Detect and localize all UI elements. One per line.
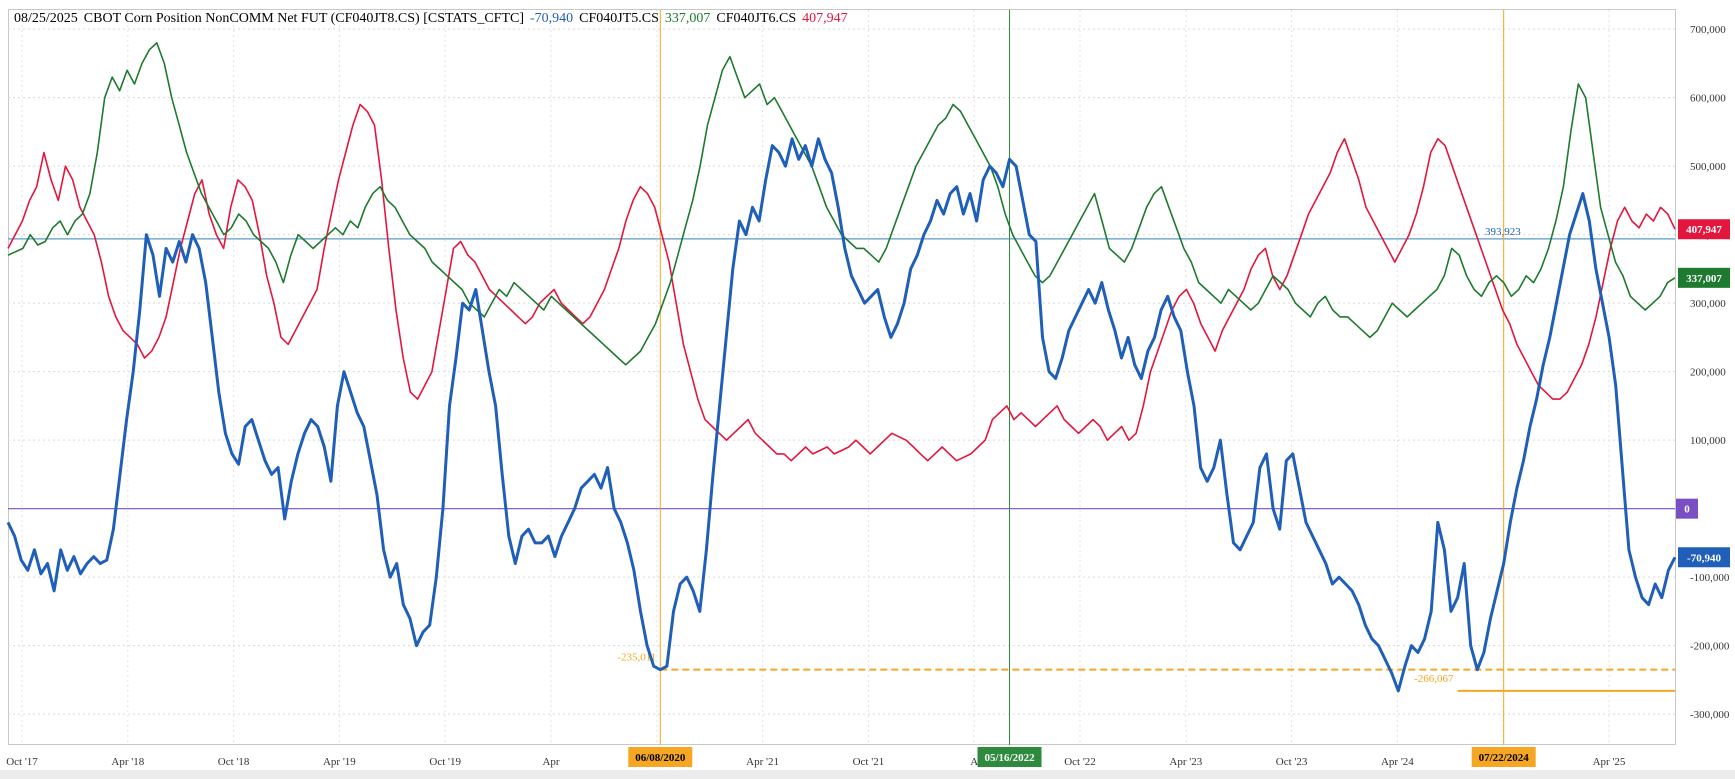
y-tick-label: 500,000: [1690, 161, 1726, 173]
x-tick-label: Apr '21: [746, 756, 779, 768]
chart-header: 08/25/2025 CBOT Corn Position NonCOMM Net…: [14, 11, 854, 27]
value-badge: [1678, 547, 1730, 568]
x-tick-label: Oct '19: [429, 756, 461, 768]
date-badge-label: 05/16/2022: [984, 752, 1035, 764]
value-badge: [1676, 498, 1698, 519]
level-label: -266,067: [1414, 673, 1454, 685]
bottom-status-strip: [0, 770, 1735, 779]
header-date: 08/25/2025: [14, 11, 78, 26]
value-badge-label: 337,007: [1686, 273, 1722, 285]
series-green-line: [7, 42, 1676, 366]
y-tick-label: -100,000: [1690, 572, 1730, 584]
value-badge: [1678, 267, 1730, 288]
series-red-line: [7, 103, 1676, 462]
y-tick-label: 700,000: [1690, 24, 1726, 36]
x-tick-label: A: [970, 756, 978, 768]
y-tick-label: 300,000: [1690, 298, 1726, 310]
header-blue-value: -70,940: [530, 11, 574, 26]
date-badge: [977, 747, 1042, 767]
value-badge-label: -70,940: [1687, 552, 1721, 564]
y-tick-label: -300,000: [1690, 709, 1730, 721]
x-tick-label: Oct '21: [853, 756, 885, 768]
x-tick-label: Apr '24: [1381, 756, 1414, 768]
date-badge: [1471, 747, 1536, 767]
value-badge-label: 0: [1684, 504, 1690, 516]
x-tick-label: Apr: [542, 756, 559, 768]
y-tick-label: 600,000: [1690, 93, 1726, 105]
x-tick-label: Apr '23: [1169, 756, 1202, 768]
y-tick-label: -200,000: [1690, 641, 1730, 653]
header-green-code: CF040JT5.CS: [579, 11, 659, 26]
value-badge-label: 407,947: [1686, 224, 1722, 236]
y-tick-label: 200,000: [1690, 367, 1726, 379]
series-blue-line: [6, 137, 1677, 693]
date-badge: [628, 747, 693, 767]
level-label: -235,011: [617, 652, 656, 664]
header-red-value: 407,947: [802, 11, 848, 26]
x-tick-label: Apr '18: [111, 756, 144, 768]
header-green-value: 337,007: [664, 11, 711, 26]
x-tick-label: Oct '17: [6, 756, 38, 768]
header-red-code: CF040JT6.CS: [716, 11, 797, 26]
x-tick-label: Apr '19: [323, 756, 356, 768]
x-tick-label: Apr '25: [1593, 756, 1626, 768]
y-tick-label: 100,000: [1690, 435, 1726, 447]
horizontal-line-label: 393,923: [1485, 226, 1521, 238]
header-title: CBOT Corn Position NonCOMM Net FUT (CF04…: [83, 11, 524, 26]
value-badge: [1678, 219, 1730, 240]
x-tick-label: Oct '18: [218, 756, 250, 768]
x-tick-label: Oct '23: [1276, 756, 1308, 768]
x-tick-label: Oct '22: [1064, 756, 1096, 768]
date-badge-label: 07/22/2024: [1479, 752, 1530, 764]
date-badge-label: 06/08/2020: [635, 752, 686, 764]
